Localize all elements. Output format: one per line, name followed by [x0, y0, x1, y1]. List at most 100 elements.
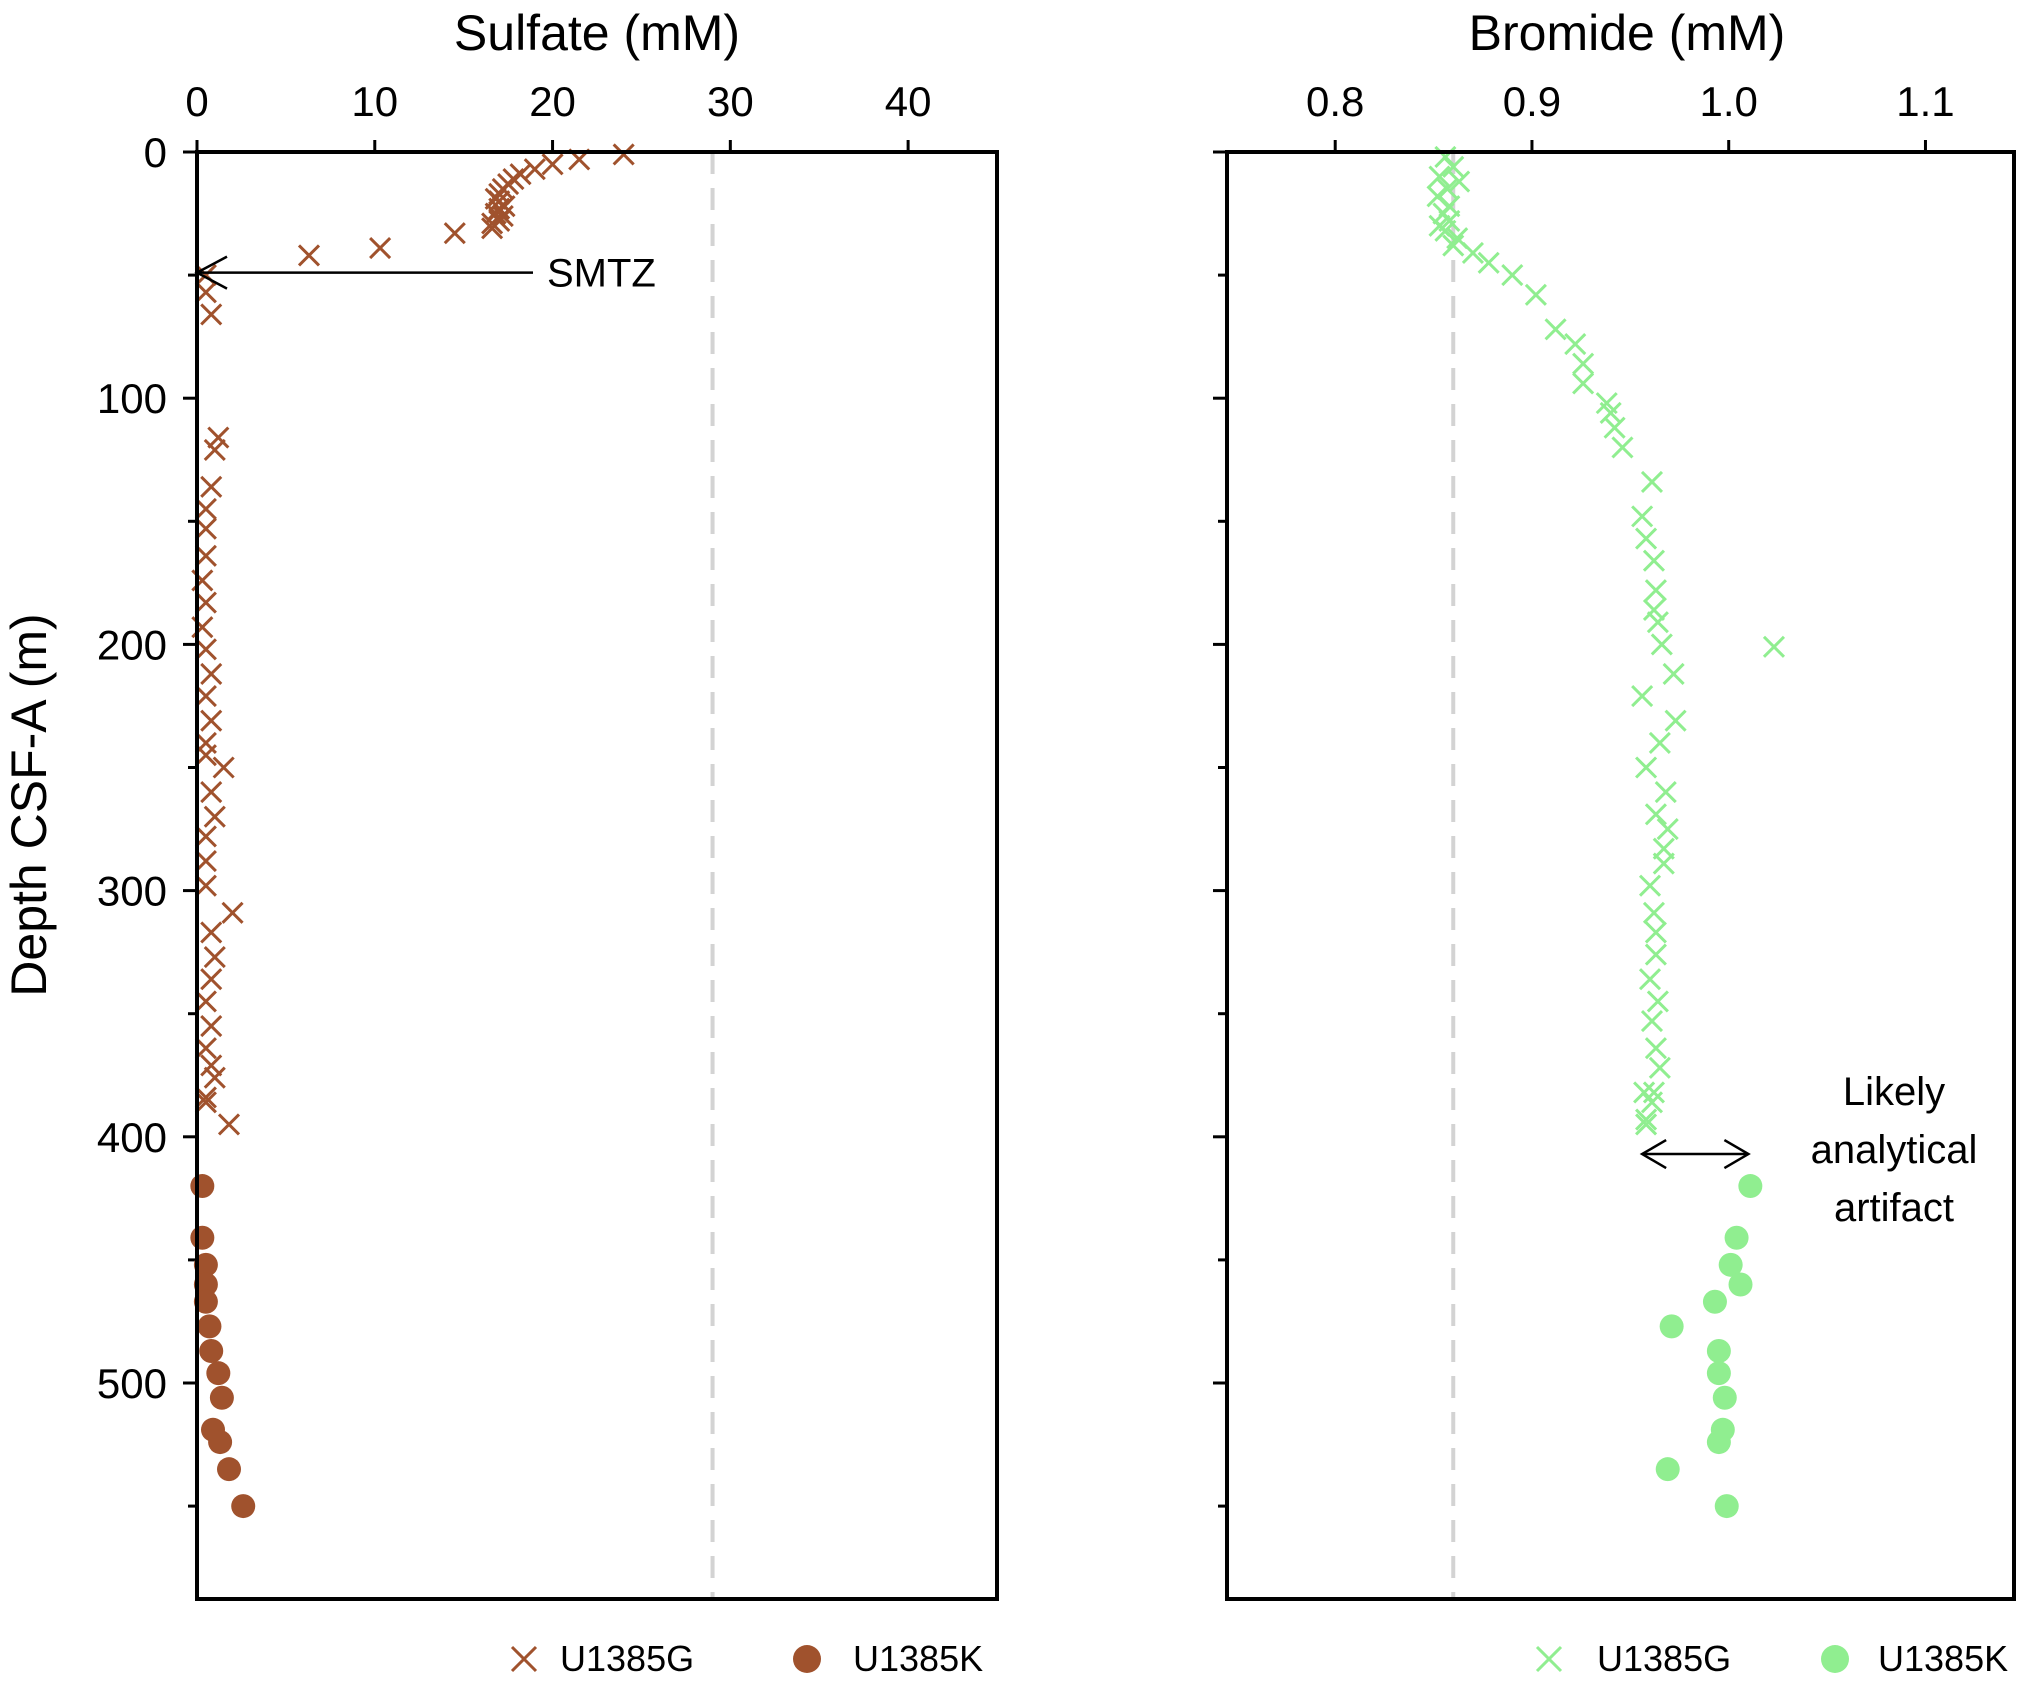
artifact-arrow-head-left: [1639, 1138, 1667, 1170]
point-u1385g: [194, 849, 217, 873]
point-u1385g: [203, 805, 226, 828]
point-u1385g: [207, 426, 230, 449]
y-axis-label: Depth CSF-A (m): [1, 613, 57, 996]
sulfate-plot-frame: [195, 150, 999, 1601]
point-u1385g: [200, 662, 223, 686]
point-u1385g: [1501, 264, 1524, 287]
x-tick-label: 0: [185, 78, 208, 125]
smtz-label: SMTZ: [547, 252, 656, 296]
point-u1385g: [194, 1086, 217, 1109]
point-u1385g: [1644, 803, 1667, 826]
point-u1385g: [200, 475, 223, 498]
point-u1385g: [194, 874, 217, 897]
point-u1385g: [200, 921, 223, 944]
point-u1385g: [369, 236, 392, 260]
bromide-panel: Bromide (mM) 0.8 0.9 1.0 1.1 Likely analyti…: [1213, 5, 2016, 1601]
point-u1385g: [1442, 234, 1465, 257]
point-u1385g: [1611, 436, 1634, 459]
sulfate-data-points: [190, 143, 635, 1519]
bromide-axis-title: Bromide (mM): [1469, 5, 1786, 61]
point-u1385g: [1654, 781, 1677, 804]
point-u1385g: [1633, 1081, 1656, 1104]
artifact-label-line-2: analytical: [1811, 1128, 1978, 1172]
legend-dot: [1821, 1645, 1849, 1673]
point-u1385g: [194, 591, 217, 614]
x-tick-label: 40: [885, 78, 932, 125]
x-tick-label: 0.8: [1306, 78, 1364, 125]
legend-x-mark: [1535, 1645, 1563, 1673]
point-u1385g: [203, 946, 226, 969]
point-u1385g: [1428, 165, 1451, 188]
legend-marker-x: [510, 1645, 538, 1673]
point-u1385g: [1640, 470, 1664, 493]
point-u1385k: [1738, 1174, 1763, 1199]
point-u1385g: [1648, 731, 1671, 754]
point-u1385g: [1434, 219, 1457, 242]
y-tick-label: 0: [144, 129, 167, 176]
legend-marker-x: [1535, 1645, 1563, 1673]
point-u1385g: [1638, 874, 1662, 897]
point-u1385g: [1652, 852, 1675, 875]
point-u1385k: [1659, 1314, 1684, 1339]
legend-dot: [793, 1645, 821, 1673]
point-u1385g: [194, 281, 217, 304]
point-u1385g: [1656, 817, 1679, 841]
point-u1385g: [1762, 635, 1786, 658]
point-u1385g: [194, 685, 217, 708]
y-tick-label: 400: [97, 1114, 167, 1161]
point-u1385g: [1442, 155, 1465, 178]
artifact-label-line-3: artifact: [1834, 1186, 1954, 1230]
point-u1385g: [1644, 1037, 1667, 1060]
x-tick-label: 10: [351, 78, 398, 125]
bromide-x-ticks: 0.8 0.9 1.0 1.1: [1306, 78, 1955, 152]
y-tick-label: 200: [97, 621, 167, 668]
sulfate-y-ticks: 0 100 200 300 400 500: [97, 129, 197, 1508]
artifact-annotation: Likely analytical artifact: [1639, 1070, 1978, 1230]
y-tick-label: 300: [97, 868, 167, 915]
bromide-data-points: [1426, 145, 1786, 1519]
point-u1385k: [1655, 1457, 1680, 1482]
y-tick-label: 500: [97, 1360, 167, 1407]
point-u1385k: [193, 1289, 218, 1314]
point-u1385g: [1631, 505, 1654, 528]
point-u1385k: [190, 1174, 215, 1199]
point-u1385g: [1664, 709, 1687, 732]
point-u1385k: [231, 1494, 256, 1519]
point-u1385g: [194, 1091, 217, 1114]
point-u1385k: [208, 1430, 233, 1455]
point-u1385k: [197, 1314, 222, 1339]
point-u1385g: [200, 709, 223, 732]
point-u1385g: [1662, 662, 1685, 686]
sulfate-axis-title: Sulfate (mM): [454, 5, 740, 61]
point-u1385g: [1644, 921, 1667, 944]
point-u1385k: [1706, 1361, 1731, 1386]
point-u1385g: [1648, 1056, 1671, 1079]
point-u1385g: [1564, 332, 1587, 356]
point-u1385g: [481, 212, 504, 235]
legend-marker-circle: [793, 1645, 821, 1673]
point-u1385g: [194, 638, 217, 661]
x-tick-label: 30: [707, 78, 754, 125]
point-u1385g: [194, 497, 217, 521]
point-u1385g: [1524, 283, 1547, 306]
point-u1385g: [194, 1037, 217, 1060]
point-u1385g: [200, 303, 223, 326]
point-u1385g: [1544, 318, 1567, 341]
legend-label-u1385k: U1385K: [853, 1638, 983, 1679]
artifact-label-line-1: Likely: [1843, 1070, 1945, 1114]
legend-label-u1385k: U1385K: [1878, 1638, 2008, 1679]
point-u1385g: [194, 744, 217, 767]
point-u1385g: [194, 517, 217, 540]
artifact-arrow-head-right: [1723, 1138, 1751, 1170]
point-u1385k: [193, 1252, 218, 1277]
point-u1385k: [1706, 1430, 1731, 1455]
bromide-y-ticks: [1213, 150, 1227, 1508]
point-u1385g: [194, 990, 217, 1013]
point-u1385k: [206, 1361, 231, 1386]
point-u1385g: [212, 756, 235, 779]
point-u1385k: [1714, 1494, 1739, 1519]
point-u1385k: [1724, 1225, 1749, 1250]
point-u1385k: [190, 1225, 215, 1250]
sulfate-legend: U1385G U1385K: [510, 1638, 983, 1679]
